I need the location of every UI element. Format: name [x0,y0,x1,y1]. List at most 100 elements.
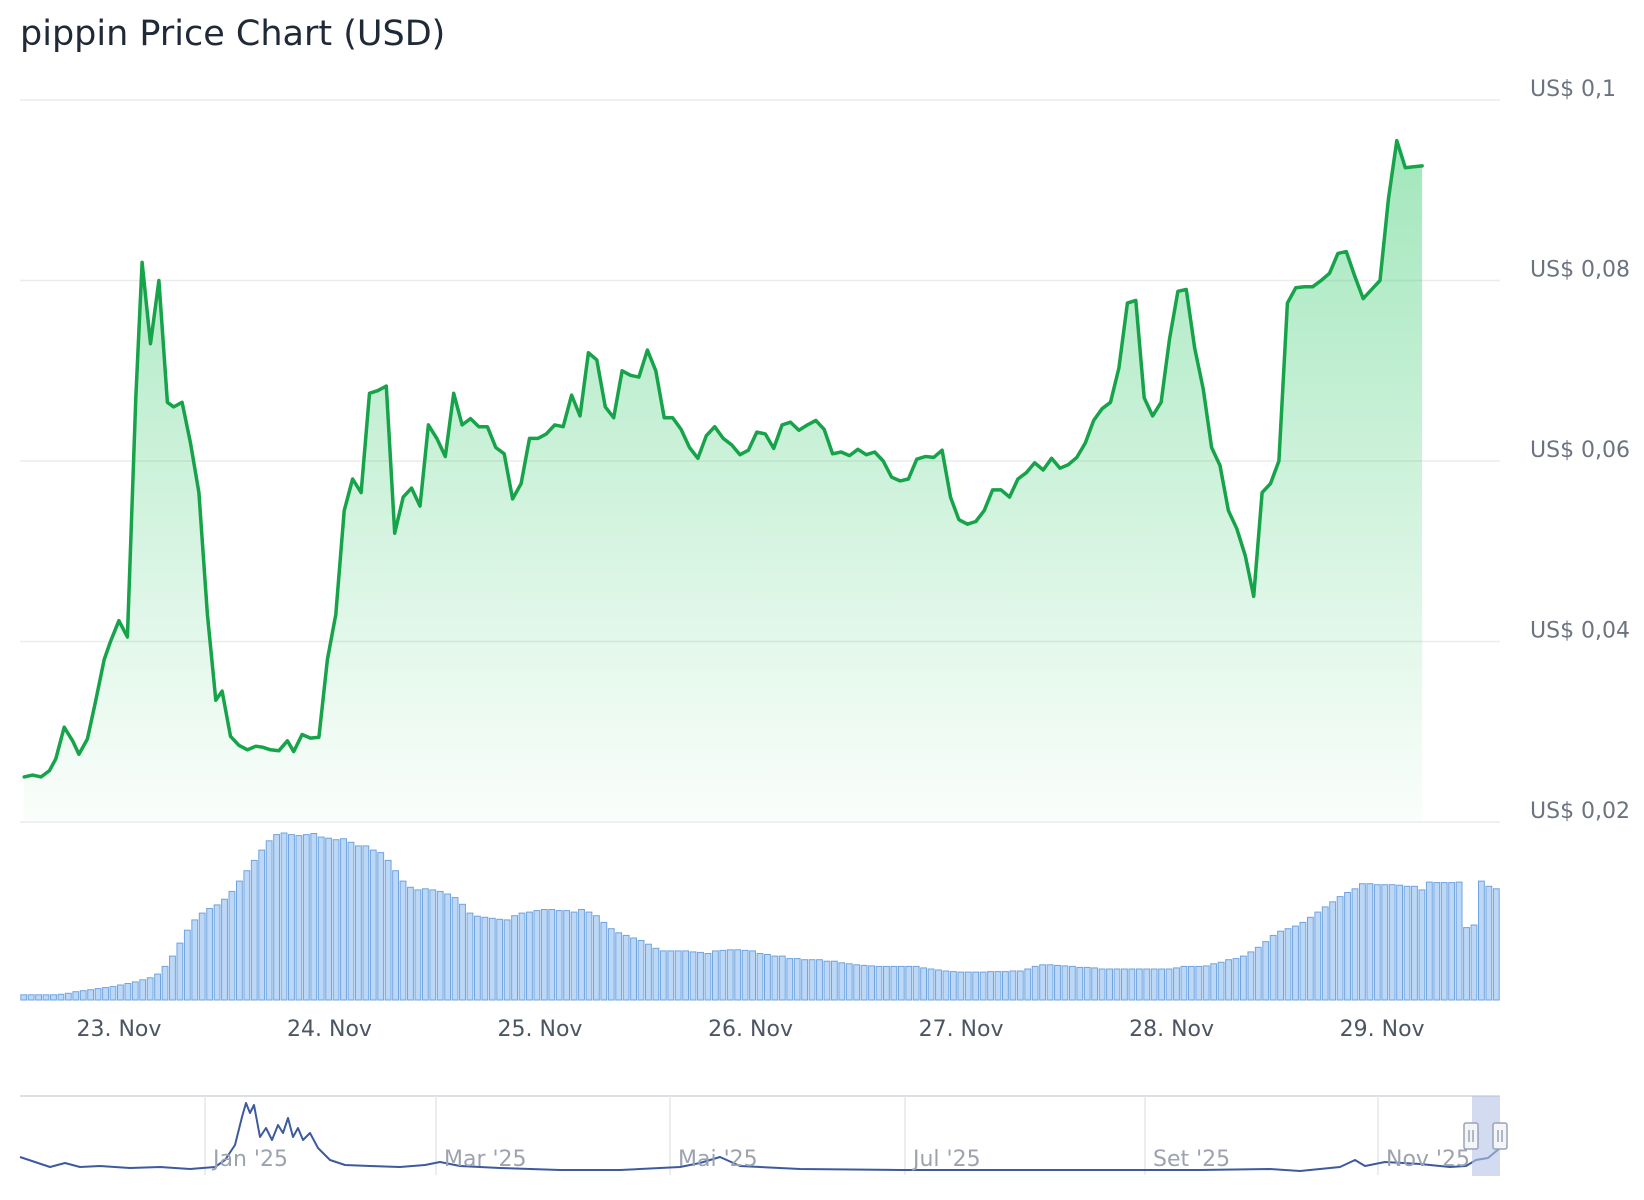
volume-bar [1269,934,1277,1001]
volume-bar [1403,885,1411,1001]
volume-bar [72,991,80,1001]
volume-bar [942,970,950,1001]
volume-bar [1396,884,1404,1001]
navigator[interactable]: Jan '25 Mar '25 Mai '25 Jul '25 Set '25 Nov '… [19,1095,1508,1176]
volume-bar [1292,925,1299,1001]
volume-bar [154,973,162,1001]
volume-bar [637,940,645,1001]
volume-bar [1247,951,1255,1001]
navigator-left-handle[interactable] [1463,1122,1479,1150]
volume-bar [206,908,214,1001]
volume-bar [27,994,35,1001]
navigator-right-handle[interactable] [1492,1122,1508,1150]
volume-bar [288,834,295,1001]
volume-bar [473,915,481,1001]
volume-bar [317,836,325,1001]
volume-bar [734,949,742,1001]
volume-bar [615,932,623,1001]
volume-bar [1492,888,1500,1001]
volume-bar [377,852,385,1001]
volume-bar [1210,963,1218,1001]
volume-bar [667,950,675,1001]
volume-bar [533,910,541,1001]
volume-bar [630,937,637,1001]
volume-bar [1284,928,1292,1001]
volume-bar [674,950,682,1001]
volume-bar [540,909,548,1001]
volume-bar [310,833,318,1001]
volume-bar [927,968,935,1001]
volume-bar [808,959,816,1001]
volume-bar [816,959,823,1001]
x-tick-label: 23. Nov [76,1017,161,1042]
volume-bar [94,988,102,1001]
volume-bar [1329,901,1337,1001]
volume-bar [1366,883,1374,1001]
volume-bar [280,832,288,1001]
volume-bar [1187,965,1195,1001]
navigator-line [19,1102,1501,1172]
volume-bar [1217,961,1225,1001]
volume-bar [1321,906,1329,1001]
volume-bar [414,889,422,1001]
volume-bar [1336,896,1344,1001]
volume-bar [1425,881,1433,1001]
volume-bar [1411,885,1418,1001]
volume-bar [1344,892,1351,1001]
volume-bar [526,911,533,1001]
volume-bar [64,992,72,1001]
volume-bar [868,965,875,1001]
volume-bar [1433,882,1441,1001]
volume-bar [183,929,191,1001]
volume-bar [1463,927,1470,1001]
price-line[interactable] [22,138,1424,779]
volume-bar [57,993,65,1001]
volume-bar [1046,964,1054,1001]
volume-bar [50,994,57,1001]
volume-bar [139,979,147,1001]
volume-bar [548,909,556,1001]
volume-bar [726,949,734,1001]
x-tick-label: 24. Nov [287,1017,372,1042]
volume-bar [972,971,980,1001]
volume-bar [905,965,913,1001]
volume-bar [191,919,199,1001]
volume-bar [1061,965,1069,1001]
volume-bar [1091,967,1099,1001]
volume-bar [503,919,511,1001]
volume-bar [198,912,206,1001]
volume-bar [213,904,221,1001]
x-tick-label: 28. Nov [1129,1017,1214,1042]
volume-bar [384,859,392,1001]
volume-bar [1455,881,1463,1001]
volume-bar [853,964,861,1001]
volume-bar [749,950,756,1001]
volume-bar [399,880,407,1001]
navigator-tick-label: Nov '25 [1386,1147,1470,1172]
volume-bar [1262,941,1270,1001]
volume-bar [243,870,251,1001]
volume-bar [949,971,957,1001]
volume-bar [890,965,898,1001]
volume-bar [1098,968,1106,1001]
volume-bar [607,928,615,1001]
navigator-tick-label: Jan '25 [211,1147,288,1172]
volume-bar [451,897,459,1001]
y-tick-label: US$ 0,1 [1530,77,1616,102]
volume-bar [1106,968,1113,1001]
volume-bar [1195,965,1203,1001]
volume-bar [116,984,124,1001]
price-area [24,140,1423,823]
volume-bar [1314,911,1322,1001]
volume-bar [979,971,987,1001]
volume-bar [235,880,243,1001]
volume-bar [697,951,704,1001]
volume-bar [1068,965,1076,1001]
y-tick-label: US$ 0,08 [1530,258,1630,283]
volume-bar [1173,967,1180,1001]
volume-bar [1180,965,1188,1001]
volume-bar [1121,968,1128,1001]
volume-bar [1358,883,1366,1001]
